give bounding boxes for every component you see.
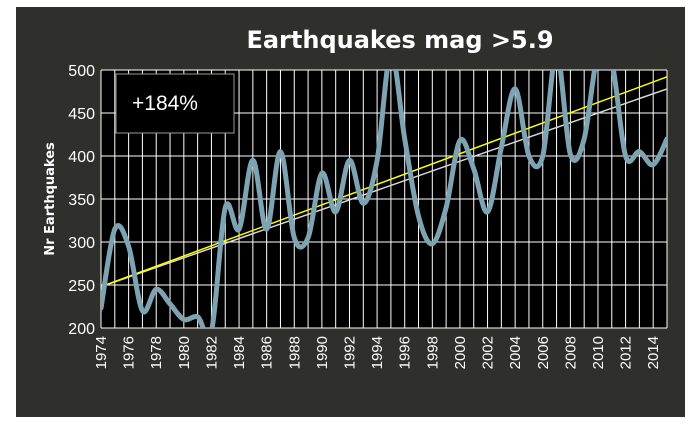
- data-series: [101, 70, 667, 328]
- x-tick-label: 2010: [590, 336, 607, 369]
- x-tick-label: 2006: [535, 336, 552, 369]
- trend-line-linear: [101, 76, 667, 288]
- trend-line-poly: [101, 88, 667, 288]
- y-axis-label: Nr Earthquakes: [43, 142, 58, 256]
- x-tick-label: 1988: [286, 336, 303, 369]
- x-tick-label: 1990: [314, 336, 331, 369]
- x-tick-label: 2000: [452, 336, 469, 369]
- x-tick-label: 1998: [424, 336, 441, 369]
- x-tick-label: 1976: [121, 336, 138, 369]
- x-tick-label: 1994: [369, 336, 386, 369]
- y-tick-label: 400: [68, 149, 95, 166]
- x-tick-label: 2014: [645, 336, 662, 369]
- y-tick-label: 350: [68, 192, 95, 209]
- y-tick-label: 200: [68, 321, 95, 338]
- x-tick-label: 1996: [397, 336, 414, 369]
- x-tick-label: 1980: [176, 336, 193, 369]
- y-tick-label: 450: [68, 106, 95, 123]
- y-tick-labels: 200 250 300 350 400 450 500: [68, 63, 95, 338]
- x-tick-label: 1992: [341, 336, 358, 369]
- x-tick-label: 2008: [562, 336, 579, 369]
- y-tick-label: 500: [68, 63, 95, 80]
- x-tick-label: 1982: [203, 336, 220, 369]
- earthquake-count-line: [101, 70, 667, 328]
- x-tick-label: 1986: [259, 336, 276, 369]
- x-tick-labels: 1974 1976 1978 1980 1982 1984 1986 1988 1990 1992…: [93, 336, 662, 369]
- x-tick-label: 2002: [480, 336, 497, 369]
- chart-title: Earthquakes mag >5.9: [246, 26, 553, 54]
- y-tick-label: 300: [68, 235, 95, 252]
- annotation-box: [115, 73, 235, 134]
- x-tick-label: 2012: [618, 336, 635, 369]
- x-tick-label: 1978: [148, 336, 165, 369]
- x-tick-label: 1984: [231, 336, 248, 369]
- x-tick-label: 2004: [507, 336, 524, 369]
- x-tick-label: 1974: [93, 336, 110, 369]
- annotation-text: +184%: [132, 92, 198, 115]
- y-tick-label: 250: [68, 278, 95, 295]
